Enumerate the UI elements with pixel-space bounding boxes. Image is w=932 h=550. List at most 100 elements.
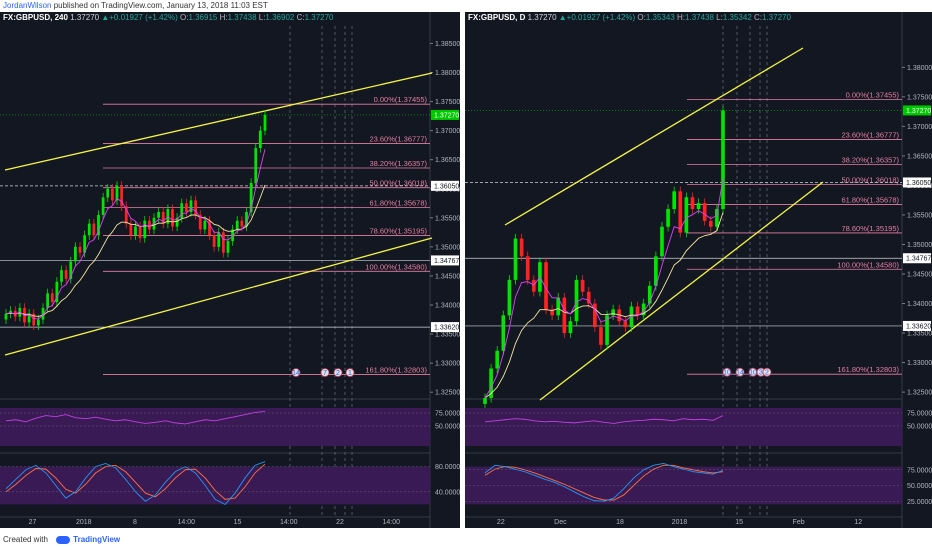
- fib-level-label: 38.20%(1.36357): [369, 159, 427, 168]
- y-tick-label: 1.33000: [907, 360, 932, 367]
- x-tick-label: 2018: [76, 519, 92, 526]
- candle-body: [690, 197, 695, 210]
- rsi-line: [5, 410, 266, 425]
- event-bubble-icon: [291, 368, 301, 377]
- event-bubble-icon: [722, 367, 732, 377]
- candle-body: [568, 321, 573, 334]
- price-label: 1.34767: [434, 258, 459, 265]
- price-label: 1.36050: [906, 180, 931, 187]
- low-value: 1.35342: [722, 13, 752, 22]
- candle-body: [586, 291, 591, 304]
- candle-body: [501, 315, 506, 351]
- fib-level-label: 100.00%(1.34580): [837, 260, 899, 269]
- price-label-box: [903, 105, 931, 116]
- fib-level-label: 78.60%(1.35195): [369, 227, 427, 236]
- candle-body: [715, 209, 719, 227]
- stoch-d-line: [5, 463, 266, 500]
- chart-panel-daily[interactable]: FX:GBPUSD, D 1.37270 ▲+0.01927 (+1.42%) …: [465, 12, 932, 528]
- event-count: 14: [292, 370, 300, 377]
- price-label-box: [431, 180, 459, 191]
- candle-body: [198, 214, 202, 230]
- symbol-label[interactable]: FX:GBPUSD: [3, 13, 51, 22]
- candle-body: [495, 350, 500, 369]
- event-count: 1: [348, 370, 352, 377]
- candle-body: [702, 203, 707, 221]
- candle-body: [134, 226, 137, 236]
- candle-body: [696, 203, 701, 210]
- candle-body: [129, 223, 133, 236]
- tradingview-cloud-icon: [56, 535, 71, 544]
- interval-label[interactable]: 240: [54, 13, 68, 22]
- candle-body: [101, 197, 105, 215]
- rsi-line: [484, 415, 724, 424]
- candle-body: [50, 293, 54, 303]
- change-up-icon: ▲: [558, 13, 567, 22]
- channel-lower-line: [4, 237, 433, 356]
- rsi-tick-label: 75.0000: [435, 411, 460, 418]
- candle-body: [208, 220, 211, 236]
- chart-canvas-daily[interactable]: 1.380001.375001.370001.365001.360001.355…: [465, 12, 932, 528]
- event-bubble-icon: [320, 368, 330, 377]
- candle-body: [235, 220, 239, 230]
- high-value: 1.37438: [227, 13, 257, 22]
- candle-body: [217, 232, 221, 247]
- fib-level-label: 0.00%(1.37455): [846, 91, 900, 100]
- fib-level-label: 23.60%(1.36777): [369, 135, 427, 144]
- fib-level-label: 38.20%(1.36357): [841, 155, 899, 164]
- y-tick-label: 1.35500: [907, 212, 932, 219]
- fib-level-label: 23.60%(1.36777): [841, 131, 899, 140]
- x-tick-label: 18: [616, 519, 624, 526]
- candle-body: [245, 212, 248, 227]
- y-tick-label: 1.37000: [435, 128, 460, 135]
- y-tick-label: 1.38000: [907, 65, 932, 72]
- event-bubble-icon: [345, 368, 355, 377]
- candle-body: [147, 220, 151, 230]
- last-price: 1.37270: [70, 13, 100, 22]
- candle-body: [73, 246, 77, 262]
- event-count: 10: [749, 370, 757, 377]
- x-tick-label: 14:00: [382, 519, 400, 526]
- event-count: 7: [323, 370, 327, 377]
- price-label-box: [431, 322, 459, 333]
- y-tick-label: 1.35000: [907, 242, 932, 249]
- stoch-k-line: [484, 462, 724, 502]
- candle-body: [203, 220, 207, 230]
- low-value: 1.36902: [265, 13, 295, 22]
- chart-canvas-4h[interactable]: 1.38500 1.38000 1.37500 1.37000 1.36500 1.360…: [0, 12, 460, 528]
- event-count: 3: [759, 370, 763, 377]
- candle-body: [106, 188, 110, 198]
- chart-panel-4h[interactable]: FX:GBPUSD, 240 1.37270 ▲+0.01927 (+1.42%…: [0, 12, 460, 528]
- candle-body: [69, 261, 73, 279]
- stoch-tick-label: 80.0000: [435, 464, 460, 471]
- candle-body: [513, 238, 518, 280]
- symbol-label[interactable]: FX:GBPUSD: [468, 13, 516, 22]
- fib-level-label: 100.00%(1.34580): [365, 262, 427, 271]
- stoch-tick-label: 75.0000: [907, 467, 932, 474]
- candle-body: [544, 262, 548, 310]
- tradingview-brand-link[interactable]: TradingView: [73, 535, 121, 544]
- interval-label[interactable]: D: [519, 13, 526, 22]
- event-count: 10: [723, 370, 731, 377]
- candle-body: [194, 200, 198, 215]
- candle-body: [525, 256, 530, 280]
- channel-upper-line: [4, 72, 433, 171]
- y-tick-label: 1.35000: [435, 244, 460, 251]
- y-tick-label: 1.34000: [907, 301, 932, 308]
- stoch-d-line: [484, 464, 724, 501]
- candle-body: [605, 315, 609, 345]
- stoch-tick-label: 50.0000: [907, 483, 932, 490]
- y-tick-label: 1.37500: [435, 99, 460, 106]
- author-link[interactable]: JordanWilson: [3, 1, 52, 10]
- stoch-band-fill: [0, 466, 430, 505]
- channel-lower-line: [539, 181, 824, 401]
- candle-body: [574, 279, 579, 322]
- candle-body: [635, 306, 640, 316]
- stoch-tick-label: 40.0000: [435, 489, 460, 496]
- y-tick-label: 1.32500: [907, 390, 932, 397]
- x-tick-label: 22: [336, 519, 344, 526]
- candle-body: [64, 270, 68, 279]
- x-tick-label: Feb: [793, 519, 805, 526]
- candle-body: [184, 203, 188, 212]
- created-with-text: Created with: [3, 535, 48, 544]
- candle-body: [556, 297, 561, 316]
